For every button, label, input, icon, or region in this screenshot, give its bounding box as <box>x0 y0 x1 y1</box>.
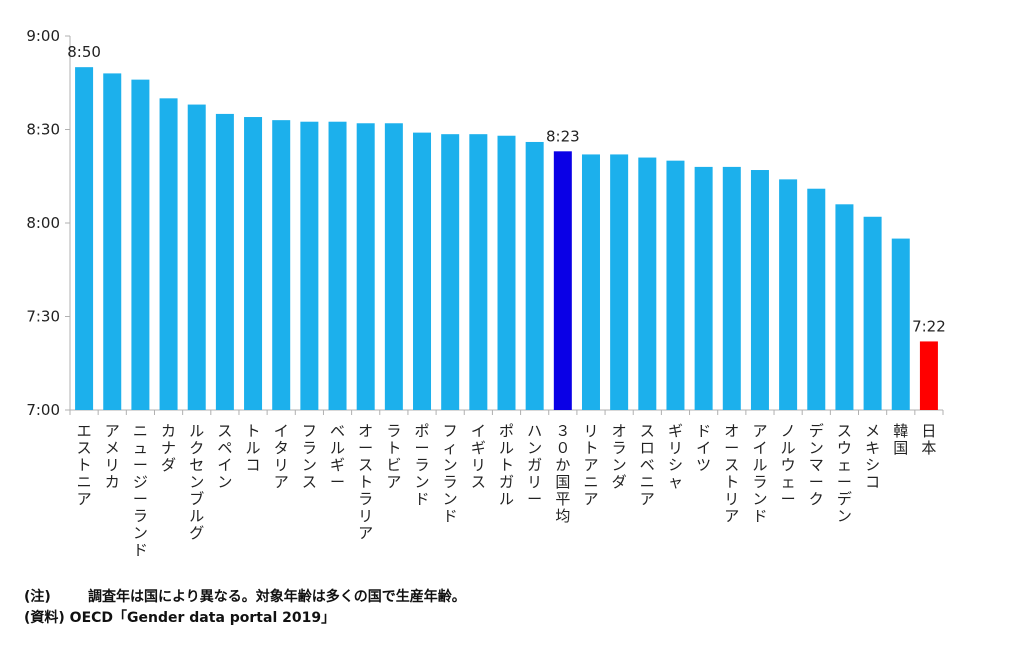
bar-4 <box>187 104 206 411</box>
chart-bars <box>75 67 938 411</box>
category-label: リトアニア <box>583 422 598 508</box>
bar-27 <box>835 204 854 410</box>
bar-23 <box>722 166 741 410</box>
bar-10 <box>356 123 375 411</box>
category-label: ポルトガル <box>499 422 514 508</box>
category-label: ノルウェー <box>781 422 796 508</box>
bar-8 <box>300 121 319 410</box>
bar-20 <box>638 157 657 410</box>
category-label: メキシコ <box>865 422 880 491</box>
category-label: デンマーク <box>809 422 824 508</box>
category-label: トルコ <box>246 422 261 474</box>
data-label: 7:22 <box>912 317 946 335</box>
category-label: スロベニア <box>640 422 655 508</box>
bar-5 <box>215 113 234 411</box>
source-tag: (資料) <box>24 610 65 626</box>
bar-18 <box>581 154 600 410</box>
category-label: エストニア <box>77 422 92 508</box>
bar-9 <box>328 121 347 410</box>
bar-3 <box>159 98 178 410</box>
category-label: ハンガリー <box>527 422 542 508</box>
category-label: ポーランド <box>415 422 430 508</box>
category-label: オーストラリア <box>358 422 373 542</box>
category-label: ルクセンブルグ <box>189 422 204 542</box>
category-label: アメリカ <box>105 422 120 491</box>
chart-axes: 7:00 7:30 8:00 8:30 9:00 <box>26 27 944 419</box>
category-label: オーストリア <box>724 422 739 525</box>
bar-15 <box>497 135 516 410</box>
bar-2 <box>131 79 150 410</box>
source-text: OECD「Gender data portal 2019」 <box>69 610 336 626</box>
category-label: イタリア <box>274 422 289 491</box>
category-label: ベルギー <box>330 422 345 491</box>
bar-6 <box>244 117 263 411</box>
category-label: ギリシャ <box>668 422 683 491</box>
bar-14 <box>469 134 488 411</box>
category-label: ラトビア <box>386 422 401 491</box>
bar-13 <box>441 134 460 411</box>
bar-19 <box>610 154 629 410</box>
bar-24 <box>750 170 769 410</box>
category-label: ３０か国平均 <box>555 422 570 525</box>
bar-1 <box>103 73 122 411</box>
category-label: ドイツ <box>696 422 711 474</box>
bar-26 <box>807 188 826 410</box>
footnote-source: (資料) OECD「Gender data portal 2019」 <box>24 607 335 627</box>
data-label: 8:50 <box>67 43 101 61</box>
y-tick-label: 8:00 <box>26 214 60 232</box>
bar-22 <box>694 166 713 410</box>
note-text: 調査年は国により異なる。対象年齢は多くの国で生産年齢。 <box>88 589 466 605</box>
category-label: 韓国 <box>893 422 908 457</box>
category-label: スウェーデン <box>837 422 852 525</box>
bar-29 <box>891 238 910 410</box>
category-label: ニュージーランド <box>133 422 148 559</box>
bar-16 <box>525 141 544 410</box>
category-label: カナダ <box>161 422 176 474</box>
y-tick-label: 8:30 <box>26 121 60 139</box>
bar-0 <box>75 67 94 411</box>
category-label: フィンランド <box>443 422 458 525</box>
data-label: 8:23 <box>546 127 580 145</box>
y-tick-label: 9:00 <box>26 27 60 45</box>
note-tag: (注) <box>24 589 51 605</box>
bar-30 <box>919 341 938 410</box>
footnote-note: (注) 調査年は国により異なる。対象年齢は多くの国で生産年齢。 <box>24 586 466 606</box>
y-tick-label: 7:00 <box>26 401 60 419</box>
bar-7 <box>272 120 291 411</box>
bar-21 <box>666 160 685 410</box>
chart-labels: 8:508:237:22エストニアアメリカニュージーランドカナダルクセンブルグス… <box>67 43 946 559</box>
bar-25 <box>779 179 798 410</box>
category-label: スペイン <box>217 422 232 491</box>
bar-17 <box>553 151 572 411</box>
category-label: オランダ <box>612 422 627 491</box>
category-label: 日本 <box>921 422 936 457</box>
bar-12 <box>413 132 432 410</box>
category-label: フランス <box>302 422 317 491</box>
category-label: イギリス <box>471 422 486 491</box>
bar-11 <box>384 123 403 411</box>
bar-28 <box>863 216 882 410</box>
category-label: アイルランド <box>752 422 767 525</box>
y-tick-label: 7:30 <box>26 308 60 326</box>
